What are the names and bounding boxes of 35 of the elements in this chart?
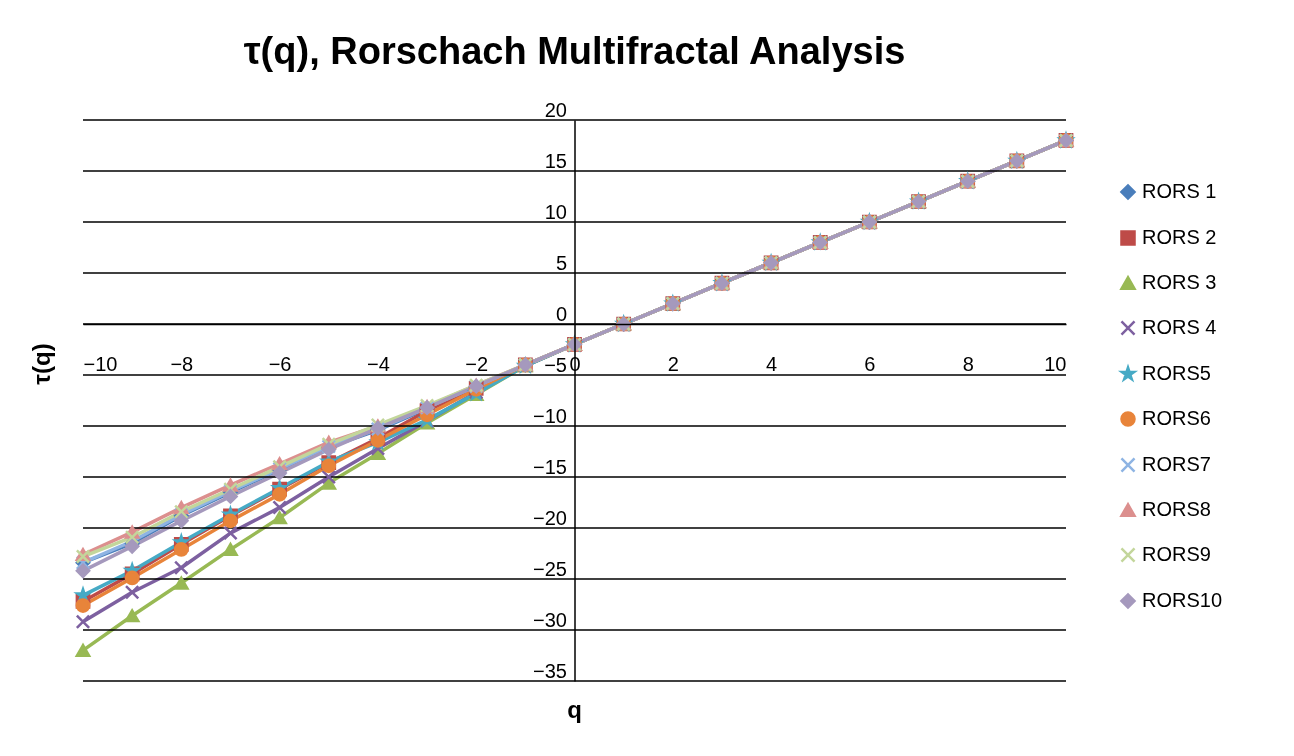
- x-tick-label: −4: [366, 352, 390, 375]
- x-axis-title: q: [567, 696, 582, 723]
- x-tick-label: −6: [268, 352, 292, 375]
- legend-label: RORS5: [1142, 362, 1211, 384]
- x-tick-label: −8: [170, 352, 194, 375]
- x-tick-label: −2: [465, 352, 489, 375]
- y-tick-label: −20: [533, 506, 567, 529]
- y-tick-label: −30: [533, 608, 567, 631]
- legend-label: RORS8: [1142, 498, 1211, 520]
- y-tick-label: −5: [544, 353, 567, 376]
- legend-label: RORS 2: [1142, 226, 1217, 248]
- legend-label: RORS 3: [1142, 271, 1217, 293]
- legend-label: RORS7: [1142, 453, 1211, 475]
- x-tick-label: 2: [667, 352, 679, 375]
- y-axis-title: τ(q): [28, 343, 55, 385]
- legend-label: RORS6: [1142, 407, 1211, 429]
- x-tick-label: 8: [962, 352, 974, 375]
- y-tick-label: 15: [544, 149, 567, 172]
- legend-label: RORS10: [1142, 589, 1223, 611]
- x-tick-label: 10: [1044, 352, 1067, 375]
- chart-title: τ(q), Rorschach Multifractal Analysis: [243, 30, 906, 72]
- legend-label: RORS 1: [1142, 180, 1217, 202]
- y-tick-label: 0: [555, 302, 567, 325]
- y-tick-label: 20: [544, 98, 567, 121]
- y-tick-label: 5: [555, 251, 567, 274]
- x-tick-label: 4: [766, 352, 778, 375]
- y-tick-label: −15: [533, 455, 567, 478]
- legend-label: RORS 4: [1142, 316, 1217, 338]
- x-tick-label: 6: [864, 352, 876, 375]
- y-tick-label: −35: [533, 659, 567, 682]
- y-tick-label: −10: [533, 404, 567, 427]
- y-tick-label: 10: [544, 200, 567, 223]
- y-tick-label: −25: [533, 557, 567, 580]
- x-tick-label: −10: [83, 352, 118, 375]
- legend-label: RORS9: [1142, 543, 1211, 565]
